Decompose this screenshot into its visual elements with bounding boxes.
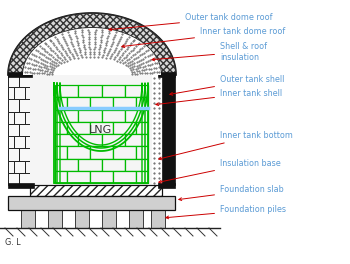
Bar: [8, 183, 34, 188]
Bar: [8, 161, 14, 173]
Bar: [19, 173, 30, 185]
Bar: [66, 146, 90, 158]
Bar: [8, 124, 19, 136]
Bar: [14, 136, 25, 148]
Bar: [90, 171, 113, 183]
Bar: [113, 122, 136, 134]
Text: Shell & roof
insulation: Shell & roof insulation: [152, 42, 267, 62]
Bar: [113, 146, 136, 158]
Bar: [78, 110, 102, 122]
Text: Inner tank shell: Inner tank shell: [156, 88, 282, 106]
Bar: [8, 112, 14, 124]
Bar: [129, 210, 143, 228]
Bar: [158, 72, 175, 77]
Bar: [19, 100, 30, 112]
Polygon shape: [8, 13, 176, 75]
Bar: [162, 75, 175, 185]
Bar: [113, 171, 136, 183]
Bar: [55, 158, 78, 171]
Text: Outer tank shell: Outer tank shell: [170, 76, 284, 95]
Bar: [90, 122, 113, 134]
Bar: [14, 161, 25, 173]
Text: Foundation slab: Foundation slab: [179, 186, 284, 201]
Bar: [8, 173, 19, 185]
Bar: [102, 110, 125, 122]
Bar: [102, 158, 125, 171]
Polygon shape: [23, 28, 161, 75]
Bar: [78, 158, 102, 171]
Bar: [8, 100, 19, 112]
Bar: [66, 122, 90, 134]
Bar: [151, 210, 165, 228]
Bar: [136, 97, 148, 110]
Bar: [48, 210, 62, 228]
Bar: [66, 171, 90, 183]
Bar: [125, 158, 148, 171]
Bar: [30, 75, 152, 185]
Bar: [90, 146, 113, 158]
Bar: [102, 134, 125, 146]
Bar: [21, 210, 35, 228]
Bar: [55, 110, 78, 122]
Bar: [55, 97, 66, 110]
Bar: [8, 87, 14, 100]
Bar: [125, 134, 148, 146]
Text: Insulation base: Insulation base: [159, 158, 281, 183]
Bar: [78, 134, 102, 146]
Bar: [102, 210, 116, 228]
Bar: [14, 112, 25, 124]
Bar: [125, 85, 148, 97]
Bar: [75, 210, 89, 228]
Bar: [25, 87, 30, 100]
Bar: [19, 124, 30, 136]
Bar: [136, 171, 148, 183]
Bar: [25, 161, 30, 173]
Text: Foundation piles: Foundation piles: [166, 205, 286, 219]
Bar: [136, 146, 148, 158]
Bar: [136, 122, 148, 134]
Bar: [25, 112, 30, 124]
Text: Inner tank bottom: Inner tank bottom: [159, 130, 293, 160]
Bar: [78, 85, 102, 97]
Bar: [113, 97, 136, 110]
Bar: [66, 97, 90, 110]
Bar: [19, 75, 30, 87]
Bar: [30, 185, 162, 196]
Bar: [8, 148, 19, 161]
Bar: [125, 110, 148, 122]
Bar: [158, 183, 175, 188]
Text: LNG: LNG: [89, 125, 113, 135]
Bar: [25, 136, 30, 148]
Bar: [8, 136, 14, 148]
Bar: [55, 146, 66, 158]
Text: Inner tank dome roof: Inner tank dome roof: [122, 27, 285, 48]
Bar: [55, 85, 78, 97]
Bar: [30, 185, 162, 196]
Bar: [19, 148, 30, 161]
Bar: [90, 97, 113, 110]
Bar: [55, 171, 66, 183]
Bar: [8, 72, 32, 77]
Bar: [102, 85, 125, 97]
Bar: [14, 87, 25, 100]
Bar: [55, 134, 78, 146]
Bar: [8, 75, 19, 87]
Text: G. L: G. L: [5, 238, 21, 247]
Text: Outer tank dome roof: Outer tank dome roof: [109, 13, 273, 31]
Bar: [55, 122, 66, 134]
Bar: [8, 196, 175, 210]
